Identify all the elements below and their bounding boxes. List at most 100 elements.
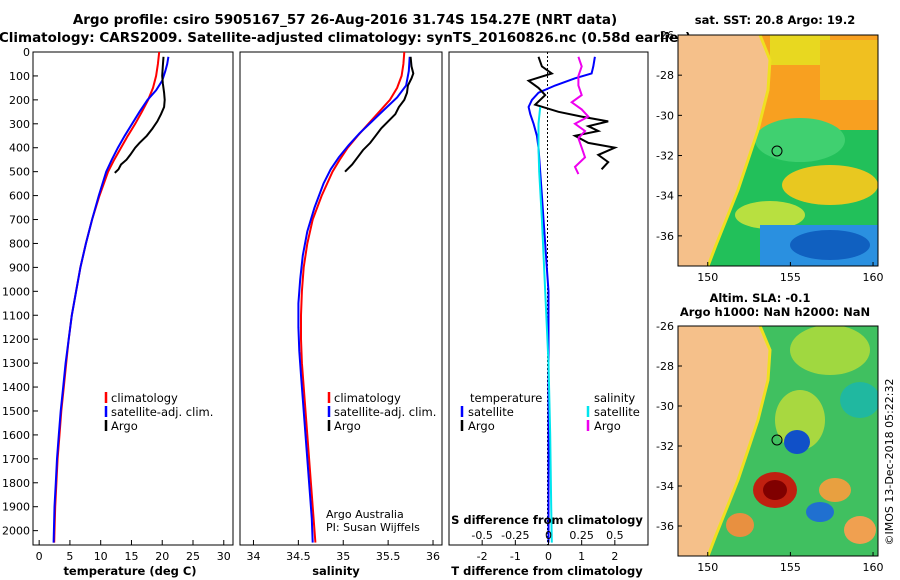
x-tick-label: 35.5 <box>376 550 401 563</box>
depth-tick-label: 500 <box>9 166 30 179</box>
difference-legend: temperature satellite Argo salinity sate… <box>460 391 640 433</box>
lat-tick-label: -26 <box>656 29 674 42</box>
x-tick-label: 5 <box>66 550 73 563</box>
series-line-s-satellite <box>537 106 553 543</box>
legend-temperature-title: temperature <box>470 391 542 405</box>
depth-tick-label: 1400 <box>2 381 30 394</box>
lon-tick-label: 150 <box>697 561 718 574</box>
lat-tick-label: -32 <box>656 150 674 163</box>
x-tick-label: 2 <box>611 550 618 563</box>
salinity-axes-frame <box>239 51 443 546</box>
depth-tick-label: 700 <box>9 214 30 227</box>
x-tick-label: 34 <box>246 550 260 563</box>
sst-map: -26 -28 -30 -32 -34 -36 150 155 160 <box>656 29 884 284</box>
series-line-satellite-adj-clim- <box>297 56 411 543</box>
lat-tick-label: -28 <box>656 360 674 373</box>
series-line-satellite-adj-clim- <box>52 56 170 543</box>
footer-timestamp: ©IMOS 13-Dec-2018 05:22:32 <box>883 379 896 546</box>
depth-tick-label: 800 <box>9 237 30 250</box>
depth-tick-label: 2000 <box>2 525 30 538</box>
depth-tick-label: 1300 <box>2 357 30 370</box>
temperature-panel: 0 5 10 15 20 25 30 0 100 200 300 400 500 600 700 800 90… <box>2 46 234 578</box>
sla-cyclonic-eddy <box>784 430 810 454</box>
lat-tick-label: -26 <box>656 320 674 333</box>
credit-line2: PI: Susan Wijffels <box>326 521 420 534</box>
x-tick-label: 20 <box>155 550 169 563</box>
sst-warm-patch <box>820 40 878 100</box>
x-tick-label: 35 <box>336 550 350 563</box>
s-diff-tick-label: -0.25 <box>501 529 529 542</box>
x-tick-label: -2 <box>477 550 488 563</box>
depth-tick-label: 1200 <box>2 333 30 346</box>
lat-tick-label: -34 <box>656 190 674 203</box>
x-tick-label: 36 <box>426 550 440 563</box>
credit-line1: Argo Australia <box>326 508 404 521</box>
depth-axis-ticks: 0 100 200 300 400 500 600 700 800 900 1000 1100 1200… <box>2 46 38 538</box>
salinity-x-label: salinity <box>312 564 360 578</box>
sla-map: -26 -28 -30 -32 -34 -36 150 155 160 <box>656 320 884 574</box>
lon-tick-label: 150 <box>697 271 718 284</box>
legend-argo-label: Argo <box>111 419 138 433</box>
series-line-climatology <box>300 51 406 543</box>
lat-tick-label: -34 <box>656 480 674 493</box>
series-line-argo <box>114 56 166 174</box>
s-diff-tick-label: -0.5 <box>471 529 492 542</box>
legend-salinity-title: salinity <box>594 391 635 405</box>
depth-tick-label: 100 <box>9 70 30 83</box>
depth-tick-label: 1000 <box>2 285 30 298</box>
t-difference-x-ticks: -2 -1 0 1 2 <box>477 540 618 563</box>
lat-tick-label: -30 <box>656 400 674 413</box>
sla-negative <box>840 382 878 418</box>
depth-tick-label: 1800 <box>2 477 30 490</box>
series-line-t-argo <box>526 56 619 170</box>
legend-s-argo-label: Argo <box>594 419 621 433</box>
series-line-s-argo <box>569 56 590 175</box>
depth-tick-label: 0 <box>23 46 30 59</box>
s-diff-tick-label: 0.25 <box>569 529 594 542</box>
salinity-panel: 34 34.5 35 35.5 36 salinity climatology sate… <box>239 51 443 578</box>
x-tick-label: 15 <box>124 550 138 563</box>
sla-positive <box>790 326 870 375</box>
depth-tick-label: 1500 <box>2 405 30 418</box>
salinity-series <box>297 51 415 543</box>
sst-map-ticks: -26 -28 -30 -32 -34 -36 150 155 160 <box>656 29 884 284</box>
sla-map-title: Altim. SLA: -0.1 <box>709 291 810 305</box>
s-diff-tick-label: 0 <box>545 529 552 542</box>
sla-positive <box>819 478 851 502</box>
temperature-x-label: temperature (deg C) <box>63 564 196 578</box>
argo-float-marker <box>771 145 783 157</box>
title-line2: Climatology: CARS2009. Satellite-adjuste… <box>0 30 691 46</box>
sla-positive <box>726 513 754 537</box>
lat-tick-label: -30 <box>656 109 674 122</box>
lon-tick-label: 160 <box>863 271 884 284</box>
x-tick-label: 0 <box>545 550 552 563</box>
x-tick-label: 30 <box>217 550 231 563</box>
series-line-argo <box>344 56 415 173</box>
legend-climatology-label: climatology <box>111 391 178 405</box>
depth-tick-label: 400 <box>9 142 30 155</box>
lon-tick-label: 155 <box>780 271 801 284</box>
depth-tick-label: 1700 <box>2 453 30 466</box>
x-tick-label: 0 <box>36 550 43 563</box>
sst-map-title: sat. SST: 20.8 Argo: 19.2 <box>695 13 855 27</box>
legend-t-argo-label: Argo <box>468 419 495 433</box>
depth-tick-label: 1600 <box>2 429 30 442</box>
sla-positive <box>844 516 876 544</box>
sst-cold-core <box>790 230 870 260</box>
t-difference-x-label: T difference from climatology <box>451 564 643 578</box>
x-tick-label: 25 <box>186 550 200 563</box>
legend-argo-label: Argo <box>334 419 361 433</box>
sla-negative <box>806 502 834 522</box>
legend-climatology-label: climatology <box>334 391 401 405</box>
sst-warm-band <box>782 165 878 205</box>
lat-tick-label: -36 <box>656 520 674 533</box>
difference-panel: -2 -1 0 1 2 -0.5 -0.25 0 0.25 0.5 T difference f… <box>448 51 649 578</box>
depth-tick-label: 300 <box>9 118 30 131</box>
sst-eddy <box>755 118 845 162</box>
depth-tick-label: 1100 <box>2 309 30 322</box>
sst-front <box>735 201 805 229</box>
depth-tick-label: 600 <box>9 190 30 203</box>
legend-s-satellite-label: satellite <box>594 405 640 419</box>
temperature-x-ticks: 0 5 10 15 20 25 30 <box>36 540 231 563</box>
depth-tick-label: 200 <box>9 94 30 107</box>
